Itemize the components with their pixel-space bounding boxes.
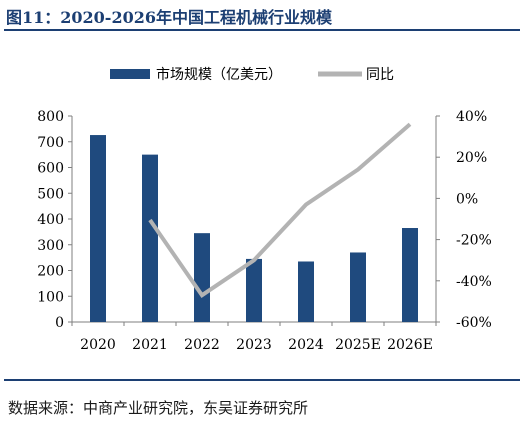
chart: 市场规模（亿美元） 同比 0 100 200 300 400 500 600 700 800 -6…	[37, 66, 492, 353]
x-tick-label: 2026E	[387, 337, 433, 353]
axes: 0 100 200 300 400 500 600 700 800 -60% -40% -20% 0% 2…	[37, 109, 492, 353]
legend: 市场规模（亿美元） 同比	[110, 66, 394, 83]
line-series	[148, 122, 412, 298]
right-tick-label: 0%	[456, 191, 478, 207]
left-tick-label: 200	[37, 264, 64, 280]
source-note: 数据来源：中商产业研究院，东吴证券研究所	[8, 399, 309, 417]
right-tick-label: 20%	[456, 150, 487, 166]
x-tick-label: 2025E	[335, 337, 381, 353]
legend-bar-swatch	[110, 69, 150, 79]
right-tick-label: -40%	[456, 274, 492, 290]
x-tick-label: 2022	[184, 337, 220, 353]
title-divider	[4, 29, 520, 31]
left-tick-label: 0	[55, 315, 64, 331]
bar	[246, 258, 262, 322]
x-tick-label: 2023	[236, 337, 272, 353]
left-tick-label: 100	[37, 289, 64, 305]
left-tick-label: 600	[37, 161, 64, 177]
left-tick-label: 500	[37, 186, 64, 202]
bar	[142, 154, 158, 322]
left-tick-label: 800	[37, 109, 64, 125]
left-tick-label: 700	[37, 135, 64, 151]
legend-line-label: 同比	[366, 67, 394, 83]
bar-series	[90, 135, 418, 322]
right-tick-label: 40%	[456, 109, 487, 125]
bar	[350, 252, 366, 322]
x-tick-label: 2024	[288, 337, 324, 353]
legend-bar-label: 市场规模（亿美元）	[156, 66, 282, 83]
bar	[90, 135, 106, 322]
left-tick-label: 300	[37, 238, 64, 254]
bar	[194, 233, 210, 322]
right-tick-label: -20%	[456, 233, 492, 249]
yoy-line	[148, 122, 412, 298]
bar	[402, 228, 418, 322]
x-tick-label: 2020	[80, 337, 116, 353]
left-tick-label: 400	[37, 212, 64, 228]
right-tick-label: -60%	[456, 315, 492, 331]
x-tick-label: 2021	[132, 337, 168, 353]
figure-title: 图11：2020-2026年中国工程机械行业规模	[6, 8, 332, 27]
source-divider	[4, 379, 520, 381]
bar	[298, 261, 314, 322]
